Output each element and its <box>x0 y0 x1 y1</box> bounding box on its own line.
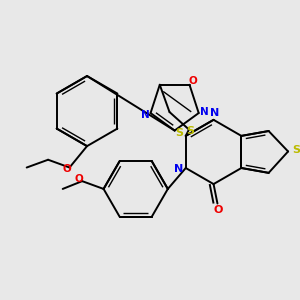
Text: N: N <box>141 110 150 120</box>
Text: O: O <box>214 205 223 215</box>
Text: N: N <box>174 164 184 174</box>
Text: S: S <box>175 128 183 138</box>
Text: N: N <box>210 108 219 118</box>
Text: O: O <box>62 164 71 175</box>
Text: N: N <box>200 107 209 117</box>
Text: S: S <box>186 127 194 136</box>
Text: S: S <box>292 145 300 154</box>
Text: O: O <box>188 76 197 86</box>
Text: O: O <box>75 174 84 184</box>
